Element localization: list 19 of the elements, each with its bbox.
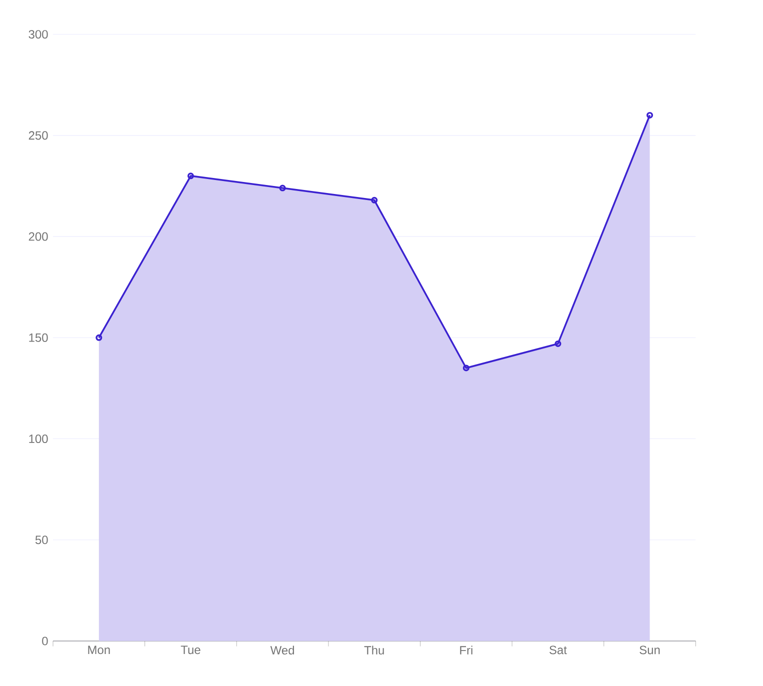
point	[371, 196, 378, 204]
x-tick-label: Wed	[270, 646, 294, 655]
y-tick-label: 200	[28, 232, 48, 241]
y-tick-label: 100	[29, 434, 48, 444]
x-tick-label: Thu	[364, 646, 384, 655]
y-tick-label: 150	[29, 333, 48, 342]
point	[187, 172, 194, 180]
x-tick-label: Fri	[460, 646, 472, 654]
point	[279, 184, 286, 192]
y-tick-label: 300	[28, 30, 48, 39]
x-tick-label: Sun	[640, 646, 660, 654]
point	[462, 364, 470, 372]
y-tick-label: 0	[42, 636, 48, 646]
x-tick-label: Tue	[180, 646, 200, 654]
x-tick-label: Mon	[88, 646, 110, 654]
y-tick-label: 250	[28, 131, 48, 140]
y-tick-label: 50	[35, 536, 48, 544]
x-tick-label: Sat	[549, 646, 567, 654]
point	[554, 340, 562, 347]
